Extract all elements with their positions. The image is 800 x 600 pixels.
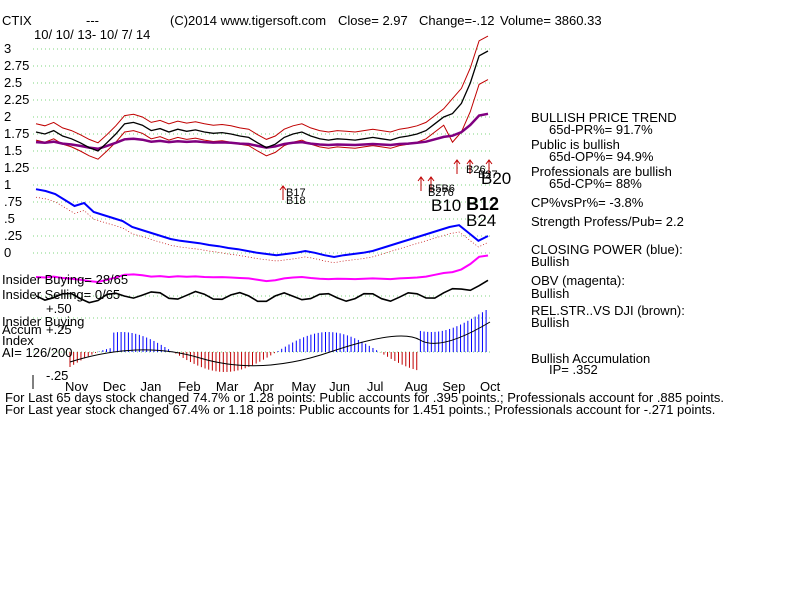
date-range: 10/ 10/ 13- 10/ 7/ 14: [34, 27, 151, 42]
copyright: (C)2014 www.tigersoft.com: [170, 13, 327, 28]
closing-power-label: CLOSING POWER (blue):: [531, 242, 683, 257]
x-tick-label: Dec: [103, 379, 127, 394]
insider-selling-ratio: Insider Selling= 0/65: [2, 287, 121, 302]
x-tick-label: Nov: [65, 379, 89, 394]
y-tick-label: .75: [4, 194, 22, 209]
x-tick-label: Sep: [442, 379, 465, 394]
x-tick-label: Apr: [254, 379, 275, 394]
minus25-label: -.25: [46, 368, 69, 383]
cp-value: 65d-CP%= 88%: [549, 176, 642, 191]
y-tick-label: 0: [4, 245, 11, 260]
y-tick-label: 2.25: [4, 92, 29, 107]
x-tick-label: Aug: [405, 379, 428, 394]
y-tick-label: .5: [4, 211, 15, 226]
ticker: CTIX: [2, 13, 32, 28]
op-value: 65d-OP%= 94.9%: [549, 149, 654, 164]
ip-value: IP= .352: [549, 362, 598, 377]
relstr-value: Bullish: [531, 315, 570, 330]
pro-title: Professionals are bullish: [531, 164, 672, 179]
insider-buying-label: Insider Buying: [2, 314, 85, 329]
accum-title: Bullish Accumulation: [531, 351, 651, 366]
relstr-label: REL.STR..VS DJI (brown):: [531, 303, 685, 318]
closing-power-value: Bullish: [531, 254, 570, 269]
x-tick-label: May: [291, 379, 316, 394]
moving-average-line: [35, 112, 489, 151]
signal-b276: B276: [428, 187, 454, 199]
price-line: [35, 50, 489, 152]
y-tick-label: 2.5: [4, 75, 22, 90]
y-tick-label: 2.75: [4, 58, 29, 73]
closing-power-line: [35, 188, 489, 259]
change-value: Change=-.12: [419, 13, 495, 28]
signal-b26: B26: [466, 164, 486, 176]
footer-line-2: For Last year stock changed 67.4% or 1.1…: [5, 402, 716, 417]
y-tick-label: .25: [4, 228, 22, 243]
x-tick-label: Jan: [140, 379, 161, 394]
signal-arrow: [485, 159, 493, 174]
obv-label: OBV (magenta):: [531, 273, 625, 288]
accum-label: Accum: [2, 322, 42, 337]
x-tick-label: Jul: [367, 379, 384, 394]
signal-b24: B24: [466, 211, 497, 230]
footer-line-1: For Last 65 days stock changed 74.7% or …: [5, 390, 725, 405]
accumulation-ma-line: [69, 321, 491, 367]
y-tick-label: 1.5: [4, 143, 22, 158]
signal-b18: B18: [286, 195, 306, 207]
upper-band-line: [35, 35, 489, 144]
signal-arrow: [453, 159, 461, 174]
y-tick-label: 1.25: [4, 160, 29, 175]
dashes: ---: [86, 13, 99, 28]
signal-b56: B5B6: [428, 183, 455, 195]
obv-value: Bullish: [531, 286, 570, 301]
relative-strength-line: [35, 279, 489, 304]
signal-b12: B12: [466, 194, 500, 214]
x-tick-label: Mar: [216, 379, 239, 394]
signal-b27: B27: [478, 169, 498, 181]
trend-title: BULLISH PRICE TREND: [531, 110, 677, 125]
index-label: Index: [2, 333, 34, 348]
x-tick-label: Jun: [329, 379, 350, 394]
y-tick-label: 3: [4, 41, 11, 56]
y-tick-label: 2: [4, 109, 11, 124]
signal-b17: B17: [286, 187, 306, 199]
strength-value: Strength Profess/Pub= 2.2: [531, 214, 684, 229]
close-value: Close= 2.97: [338, 13, 408, 28]
y-tick-label: 1: [4, 177, 11, 192]
signal-arrow: [417, 176, 425, 191]
plus25-label: +.25: [46, 322, 72, 337]
volume-value: Volume= 3860.33: [500, 13, 602, 28]
closing-power-ma-line: [35, 196, 489, 264]
x-tick-label: Oct: [480, 379, 501, 394]
plus50-label: +.50: [46, 301, 72, 316]
signal-arrow: [279, 185, 287, 200]
signal-arrow: [466, 159, 474, 174]
x-tick-label: Feb: [178, 379, 200, 394]
public-title: Public is bullish: [531, 137, 620, 152]
y-tick-label: 1.75: [4, 126, 29, 141]
pr-value: 65d-PR%= 91.7%: [549, 122, 653, 137]
insider-buying-ratio: Insider Buying= 28/65: [2, 272, 129, 287]
ai-label: AI= 126/200: [2, 345, 73, 360]
obv-line: [35, 254, 489, 284]
signal-arrow: [427, 176, 435, 191]
cpvspr-value: CP%vsPr%= -3.8%: [531, 195, 644, 210]
signal-b20: B20: [481, 169, 512, 188]
signal-b10: B10: [431, 196, 462, 215]
